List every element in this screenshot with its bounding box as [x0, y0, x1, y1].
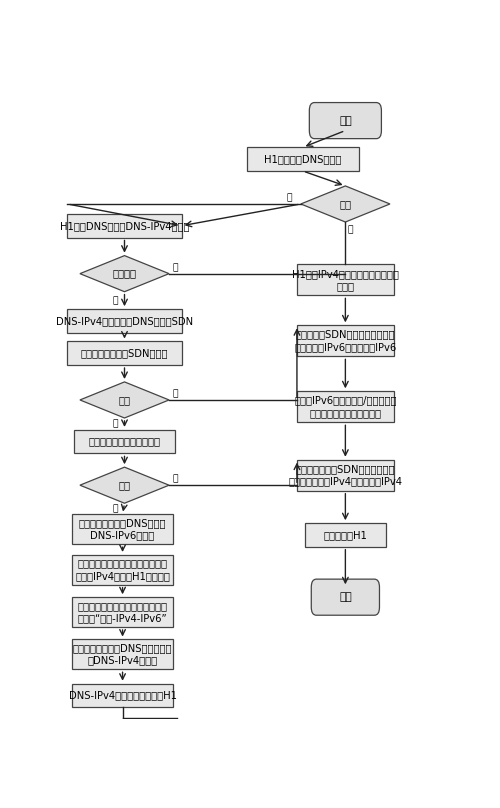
- FancyBboxPatch shape: [72, 684, 173, 707]
- Text: 对应的IPv6网络服务器/主机收到该
数据包，处理，返回数据包: 对应的IPv6网络服务器/主机收到该 数据包，处理，返回数据包: [294, 396, 396, 418]
- Text: 否: 否: [112, 504, 117, 513]
- Text: 否: 否: [112, 419, 117, 428]
- FancyBboxPatch shape: [304, 523, 386, 547]
- Text: 域名解析模块生成DNS响应报文发
给DNS-IPv4服务器: 域名解析模块生成DNS响应报文发 给DNS-IPv4服务器: [73, 643, 172, 666]
- FancyBboxPatch shape: [72, 597, 173, 627]
- FancyBboxPatch shape: [312, 579, 380, 615]
- FancyBboxPatch shape: [68, 214, 182, 238]
- FancyBboxPatch shape: [297, 264, 394, 296]
- Text: 解析成功: 解析成功: [112, 268, 136, 279]
- FancyBboxPatch shape: [72, 515, 173, 545]
- Text: 数据包到达H1: 数据包到达H1: [324, 530, 368, 540]
- Text: 是: 是: [172, 263, 178, 272]
- Text: 开始: 开始: [339, 116, 352, 125]
- FancyBboxPatch shape: [74, 430, 175, 453]
- Text: DNS-IPv4服务器发送DNS请求到SDN: DNS-IPv4服务器发送DNS请求到SDN: [56, 316, 193, 326]
- Text: 是: 是: [172, 389, 178, 398]
- FancyBboxPatch shape: [72, 639, 173, 669]
- Text: 域名解析模块从临时地址池取出一
个临时IPv4地址给H1通信使用: 域名解析模块从临时地址池取出一 个临时IPv4地址给H1通信使用: [75, 558, 170, 581]
- Text: H1发送DNS请求到DNS-IPv4服务器: H1发送DNS请求到DNS-IPv4服务器: [60, 221, 189, 231]
- Text: H1查询本机DNS缓存表: H1查询本机DNS缓存表: [264, 154, 342, 164]
- Polygon shape: [80, 255, 169, 292]
- Text: 匹配: 匹配: [340, 199, 351, 209]
- Text: 是: 是: [348, 225, 353, 234]
- Text: 域名解析模块发送DNS请求到
DNS-IPv6服务器: 域名解析模块发送DNS请求到 DNS-IPv6服务器: [79, 518, 166, 541]
- Text: 否: 否: [286, 193, 292, 202]
- FancyBboxPatch shape: [297, 460, 394, 490]
- FancyBboxPatch shape: [310, 103, 382, 139]
- Text: 返回数据包到达SDN，控制器调用
翻译模块翻译成IPv4报文，发往IPv4: 返回数据包到达SDN，控制器调用 翻译模块翻译成IPv4报文，发往IPv4: [288, 464, 403, 486]
- Text: 是: 是: [172, 474, 178, 483]
- FancyBboxPatch shape: [68, 342, 182, 365]
- Text: 否: 否: [112, 296, 117, 305]
- FancyBboxPatch shape: [246, 147, 359, 171]
- Polygon shape: [301, 186, 390, 222]
- Text: 域名解析模块查询SDN域名表: 域名解析模块查询SDN域名表: [81, 348, 168, 358]
- Text: 匹配: 匹配: [118, 480, 130, 490]
- Text: H1以该IPv4地址作为目的地址发送
数据包: H1以该IPv4地址作为目的地址发送 数据包: [292, 269, 399, 291]
- FancyBboxPatch shape: [297, 391, 394, 423]
- Text: DNS-IPv4把响应报文转发给H1: DNS-IPv4把响应报文转发给H1: [68, 691, 176, 701]
- FancyBboxPatch shape: [297, 326, 394, 356]
- Polygon shape: [80, 382, 169, 418]
- Text: 匹配: 匹配: [118, 395, 130, 405]
- Text: 域名解析模块调用映射模块添加映
射关系“域名-IPv4-IPv6”: 域名解析模块调用映射模块添加映 射关系“域名-IPv4-IPv6”: [78, 601, 168, 623]
- FancyBboxPatch shape: [72, 555, 173, 585]
- Text: 域名解析模块调用映射模块: 域名解析模块调用映射模块: [88, 436, 160, 447]
- FancyBboxPatch shape: [68, 309, 182, 333]
- Text: 数据包到达SDN，控制器调用翻译
模块翻译成IPv6报文，发往IPv6: 数据包到达SDN，控制器调用翻译 模块翻译成IPv6报文，发往IPv6: [294, 330, 396, 352]
- Polygon shape: [80, 467, 169, 503]
- Text: 结束: 结束: [339, 592, 352, 602]
